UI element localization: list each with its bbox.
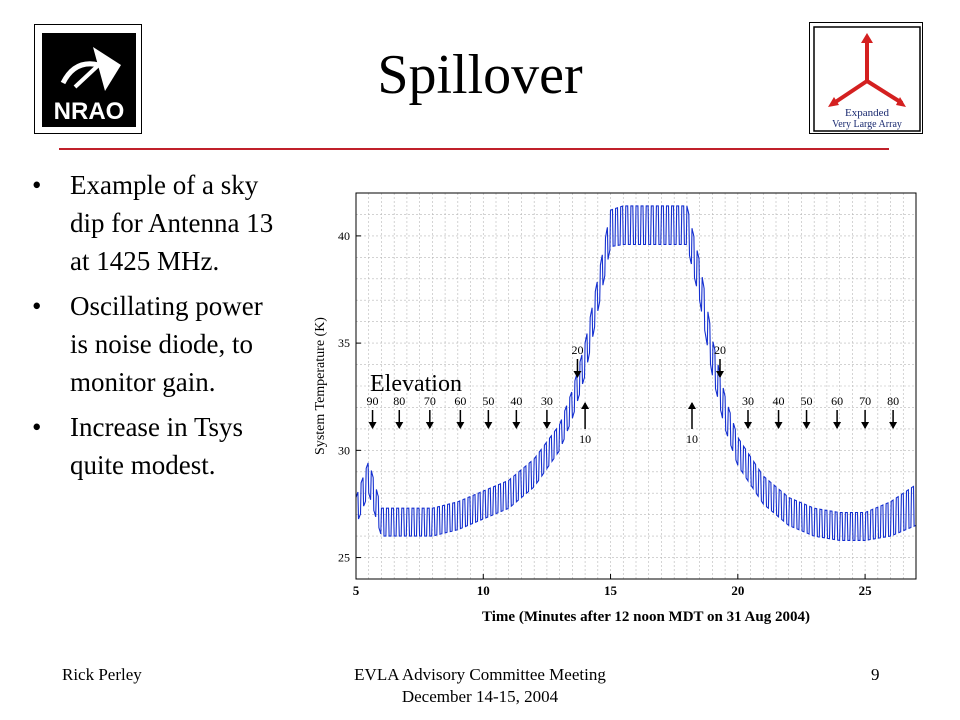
x-tick-label: 5 (353, 583, 360, 598)
nrao-logo: NRAO (34, 24, 142, 134)
elevation-arrowhead (716, 371, 724, 378)
elevation-marker-label: 10 (579, 432, 591, 446)
elevation-marker: 90 (367, 394, 379, 429)
elevation-marker-label: 50 (482, 394, 494, 408)
elevation-marker: 20 (571, 343, 583, 378)
x-tick-label: 25 (859, 583, 873, 598)
footer-meeting-date: December 14-15, 2004 (401, 687, 559, 706)
footer-author: Rick Perley (62, 665, 142, 684)
elevation-marker-label: 70 (859, 394, 871, 408)
y-tick-label: 35 (338, 336, 350, 350)
system-temperature-series (355, 205, 917, 542)
elevation-arrowhead (833, 422, 842, 429)
elevation-arrowhead (889, 422, 898, 429)
footer-meeting-title: EVLA Advisory Committee Meeting (354, 665, 606, 684)
elevation-marker-label: 40 (773, 394, 785, 408)
elevation-marker-label: 70 (424, 394, 436, 408)
evla-logo-line2: Very Large Array (832, 119, 902, 130)
y-tick-label: 40 (338, 229, 350, 243)
bullet-marker: • (32, 412, 42, 442)
nrao-logo-graphic: NRAO (42, 33, 136, 127)
elevation-marker-label: 30 (541, 394, 553, 408)
axis-ticks: 5 10 15 20 25 25 30 35 40 (338, 229, 872, 598)
elevation-marker-label: 50 (801, 394, 813, 408)
x-tick-label: 15 (604, 583, 618, 598)
elevation-marker-label: 10 (686, 432, 698, 446)
evla-logo: Expanded Very Large Array (809, 22, 923, 134)
elevation-marker: 30 (742, 394, 754, 429)
elevation-marker-label: 90 (367, 394, 379, 408)
bullet-item: • Example of a sky dip for Antenna 13 at … (30, 166, 280, 280)
bullet-list: • Example of a sky dip for Antenna 13 at … (30, 166, 280, 491)
elevation-arrowhead (368, 422, 377, 429)
x-tick-label: 10 (477, 583, 490, 598)
y-axis-label: System Temperature (K) (313, 317, 328, 455)
bullet-text: Example of a sky dip for Antenna 13 at 1… (70, 170, 274, 276)
x-tick-label: 20 (731, 583, 744, 598)
elevation-marker: 60 (831, 394, 843, 429)
elevation-marker-label: 80 (393, 394, 405, 408)
elevation-arrowhead (395, 422, 404, 429)
elevation-arrowhead (573, 371, 582, 378)
elevation-marker-label: 30 (742, 394, 754, 408)
bullet-marker: • (32, 291, 42, 321)
bullet-text: Oscillating power is noise diode, to mon… (70, 291, 263, 397)
elevation-arrowhead (484, 422, 493, 429)
elevation-arrowhead (456, 422, 465, 429)
elevation-marker-label: 60 (831, 394, 843, 408)
elevation-annotation: Elevation (370, 371, 462, 397)
evla-logo-line1: Expanded (845, 107, 889, 119)
elevation-marker: 10 (579, 402, 591, 446)
elevation-marker-label: 20 (714, 343, 726, 357)
elevation-marker: 70 (859, 394, 871, 429)
elevation-marker: 50 (801, 394, 813, 429)
elevation-arrowhead (688, 402, 696, 409)
plot-frame (355, 192, 917, 580)
elevation-arrowhead (802, 422, 811, 429)
bullet-item: • Oscillating power is noise diode, to mo… (30, 287, 280, 401)
bullet-item: • Increase in Tsys quite modest. (30, 408, 280, 484)
elevation-marker: 10 (686, 402, 698, 446)
bullet-marker: • (32, 170, 42, 200)
elevation-marker: 40 (773, 394, 785, 429)
nrao-logo-text: NRAO (54, 98, 125, 125)
y-tick-label: 30 (338, 443, 350, 457)
elevation-arrowhead (512, 422, 521, 429)
evla-logo-graphic: Expanded Very Large Array (813, 26, 921, 132)
elevation-marker: 50 (482, 394, 494, 429)
elevation-arrowhead (425, 422, 434, 429)
y-tick-label: 25 (338, 551, 350, 565)
bullet-text: Increase in Tsys quite modest. (70, 412, 244, 480)
x-axis-label: Time (Minutes after 12 noon MDT on 31 Au… (482, 609, 810, 625)
elevation-markers: 90 80 70 60 50 40 30 20 10 10 20 30 40 50 60 70 80 (367, 343, 900, 446)
page-number: 9 (871, 665, 880, 684)
elevation-arrowhead (542, 422, 551, 429)
elevation-marker: 80 (393, 394, 405, 429)
sky-dip-chart: 5 10 15 20 25 25 30 35 40 90 80 70 60 50 40 30 20 10 10 20… (313, 192, 917, 625)
slide-title: Spillover (377, 44, 583, 106)
elevation-marker: 60 (454, 394, 466, 429)
elevation-marker: 80 (887, 394, 899, 429)
elevation-arrowhead (744, 422, 752, 429)
elevation-marker-label: 40 (510, 394, 522, 408)
elevation-marker: 30 (541, 394, 553, 429)
elevation-marker-label: 60 (454, 394, 466, 408)
elevation-marker: 40 (510, 394, 522, 429)
elevation-marker-label: 20 (571, 343, 583, 357)
elevation-marker: 70 (424, 394, 436, 429)
elevation-arrowhead (581, 402, 590, 409)
elevation-marker-label: 80 (887, 394, 899, 408)
elevation-arrowhead (774, 422, 783, 429)
elevation-marker: 20 (714, 343, 726, 378)
footer-meeting: EVLA Advisory Committee Meeting December… (300, 664, 660, 708)
elevation-arrowhead (861, 422, 870, 429)
title-divider (59, 148, 889, 150)
